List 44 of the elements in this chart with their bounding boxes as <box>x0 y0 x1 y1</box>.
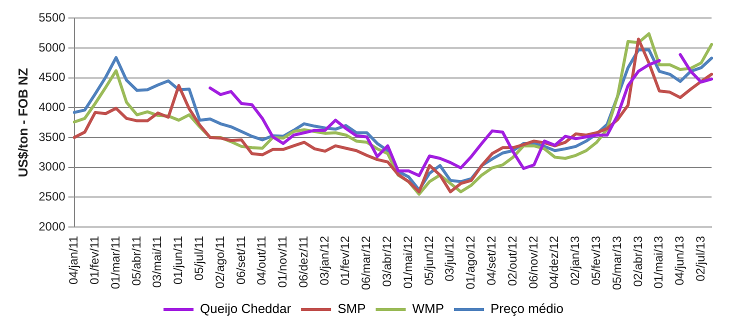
x-tick-label: 02/ago/11 <box>212 236 227 288</box>
x-tick-label: 04/jun/13 <box>672 236 687 286</box>
y-tick-label: 3500 <box>38 130 66 144</box>
y-axis-title: US$/ton - FOB NZ <box>15 68 30 178</box>
legend-label: SMP <box>338 301 366 316</box>
y-tick-label: 3000 <box>38 160 66 174</box>
x-tick-label: 05/mar/13 <box>610 236 624 290</box>
x-tick-label: 03/mai/11 <box>150 236 164 288</box>
y-tick-label: 2500 <box>38 189 66 204</box>
y-tick-label: 4000 <box>38 100 66 114</box>
x-tick-label: 06/nov/12 <box>526 236 540 289</box>
x-tick-label: 03/jan/12 <box>317 236 332 286</box>
legend-label: WMP <box>412 301 444 316</box>
x-tick-label: 04/out/11 <box>254 236 269 286</box>
y-tick-label: 2000 <box>38 219 66 234</box>
x-tick-label: 02/out/12 <box>505 236 520 286</box>
legend-label: Queijo Cheddar <box>200 301 292 316</box>
y-tick-label: 5500 <box>38 10 66 25</box>
x-tick-label: 01/fev/11 <box>88 236 102 284</box>
x-tick-label: 04/jan/11 <box>66 236 81 284</box>
x-tick-label: 05/abr/11 <box>129 236 144 286</box>
x-tick-label: 02/abr/13 <box>630 236 645 287</box>
x-tick-label: 05/jun/12 <box>422 236 436 286</box>
x-tick-label: 01/fev/12 <box>338 236 352 286</box>
x-tick-label: 05/fev/13 <box>588 236 603 286</box>
x-tick-label: 03/abr/12 <box>380 236 394 287</box>
x-tick-label: 06/set/11 <box>234 236 248 284</box>
x-tick-label: 06/dez/11 <box>296 236 310 288</box>
x-tick-label: 01/mai/13 <box>652 236 666 289</box>
y-tick-label: 4500 <box>38 70 66 84</box>
x-tick-label: 04/set/12 <box>484 236 499 286</box>
y-tick-label: 5000 <box>38 40 66 54</box>
legend-label: Preço médio <box>490 301 564 316</box>
x-tick-label: 03/jul/12 <box>442 236 457 282</box>
x-tick-label: 01/mai/12 <box>400 236 415 289</box>
x-tick-label: 02/jan/13 <box>568 236 582 286</box>
x-tick-label: 02/jul/13 <box>693 236 708 282</box>
x-tick-label: 01/jun/11 <box>171 236 186 284</box>
x-tick-label: 01/mar/11 <box>108 236 122 290</box>
x-tick-label: 01/ago/12 <box>464 236 478 290</box>
x-tick-label: 04/dez/12 <box>547 236 562 289</box>
x-tick-label: 06/mar/12 <box>359 236 374 290</box>
x-tick-label: 05/jul/11 <box>192 236 206 280</box>
x-tick-label: 01/nov/11 <box>276 236 290 288</box>
